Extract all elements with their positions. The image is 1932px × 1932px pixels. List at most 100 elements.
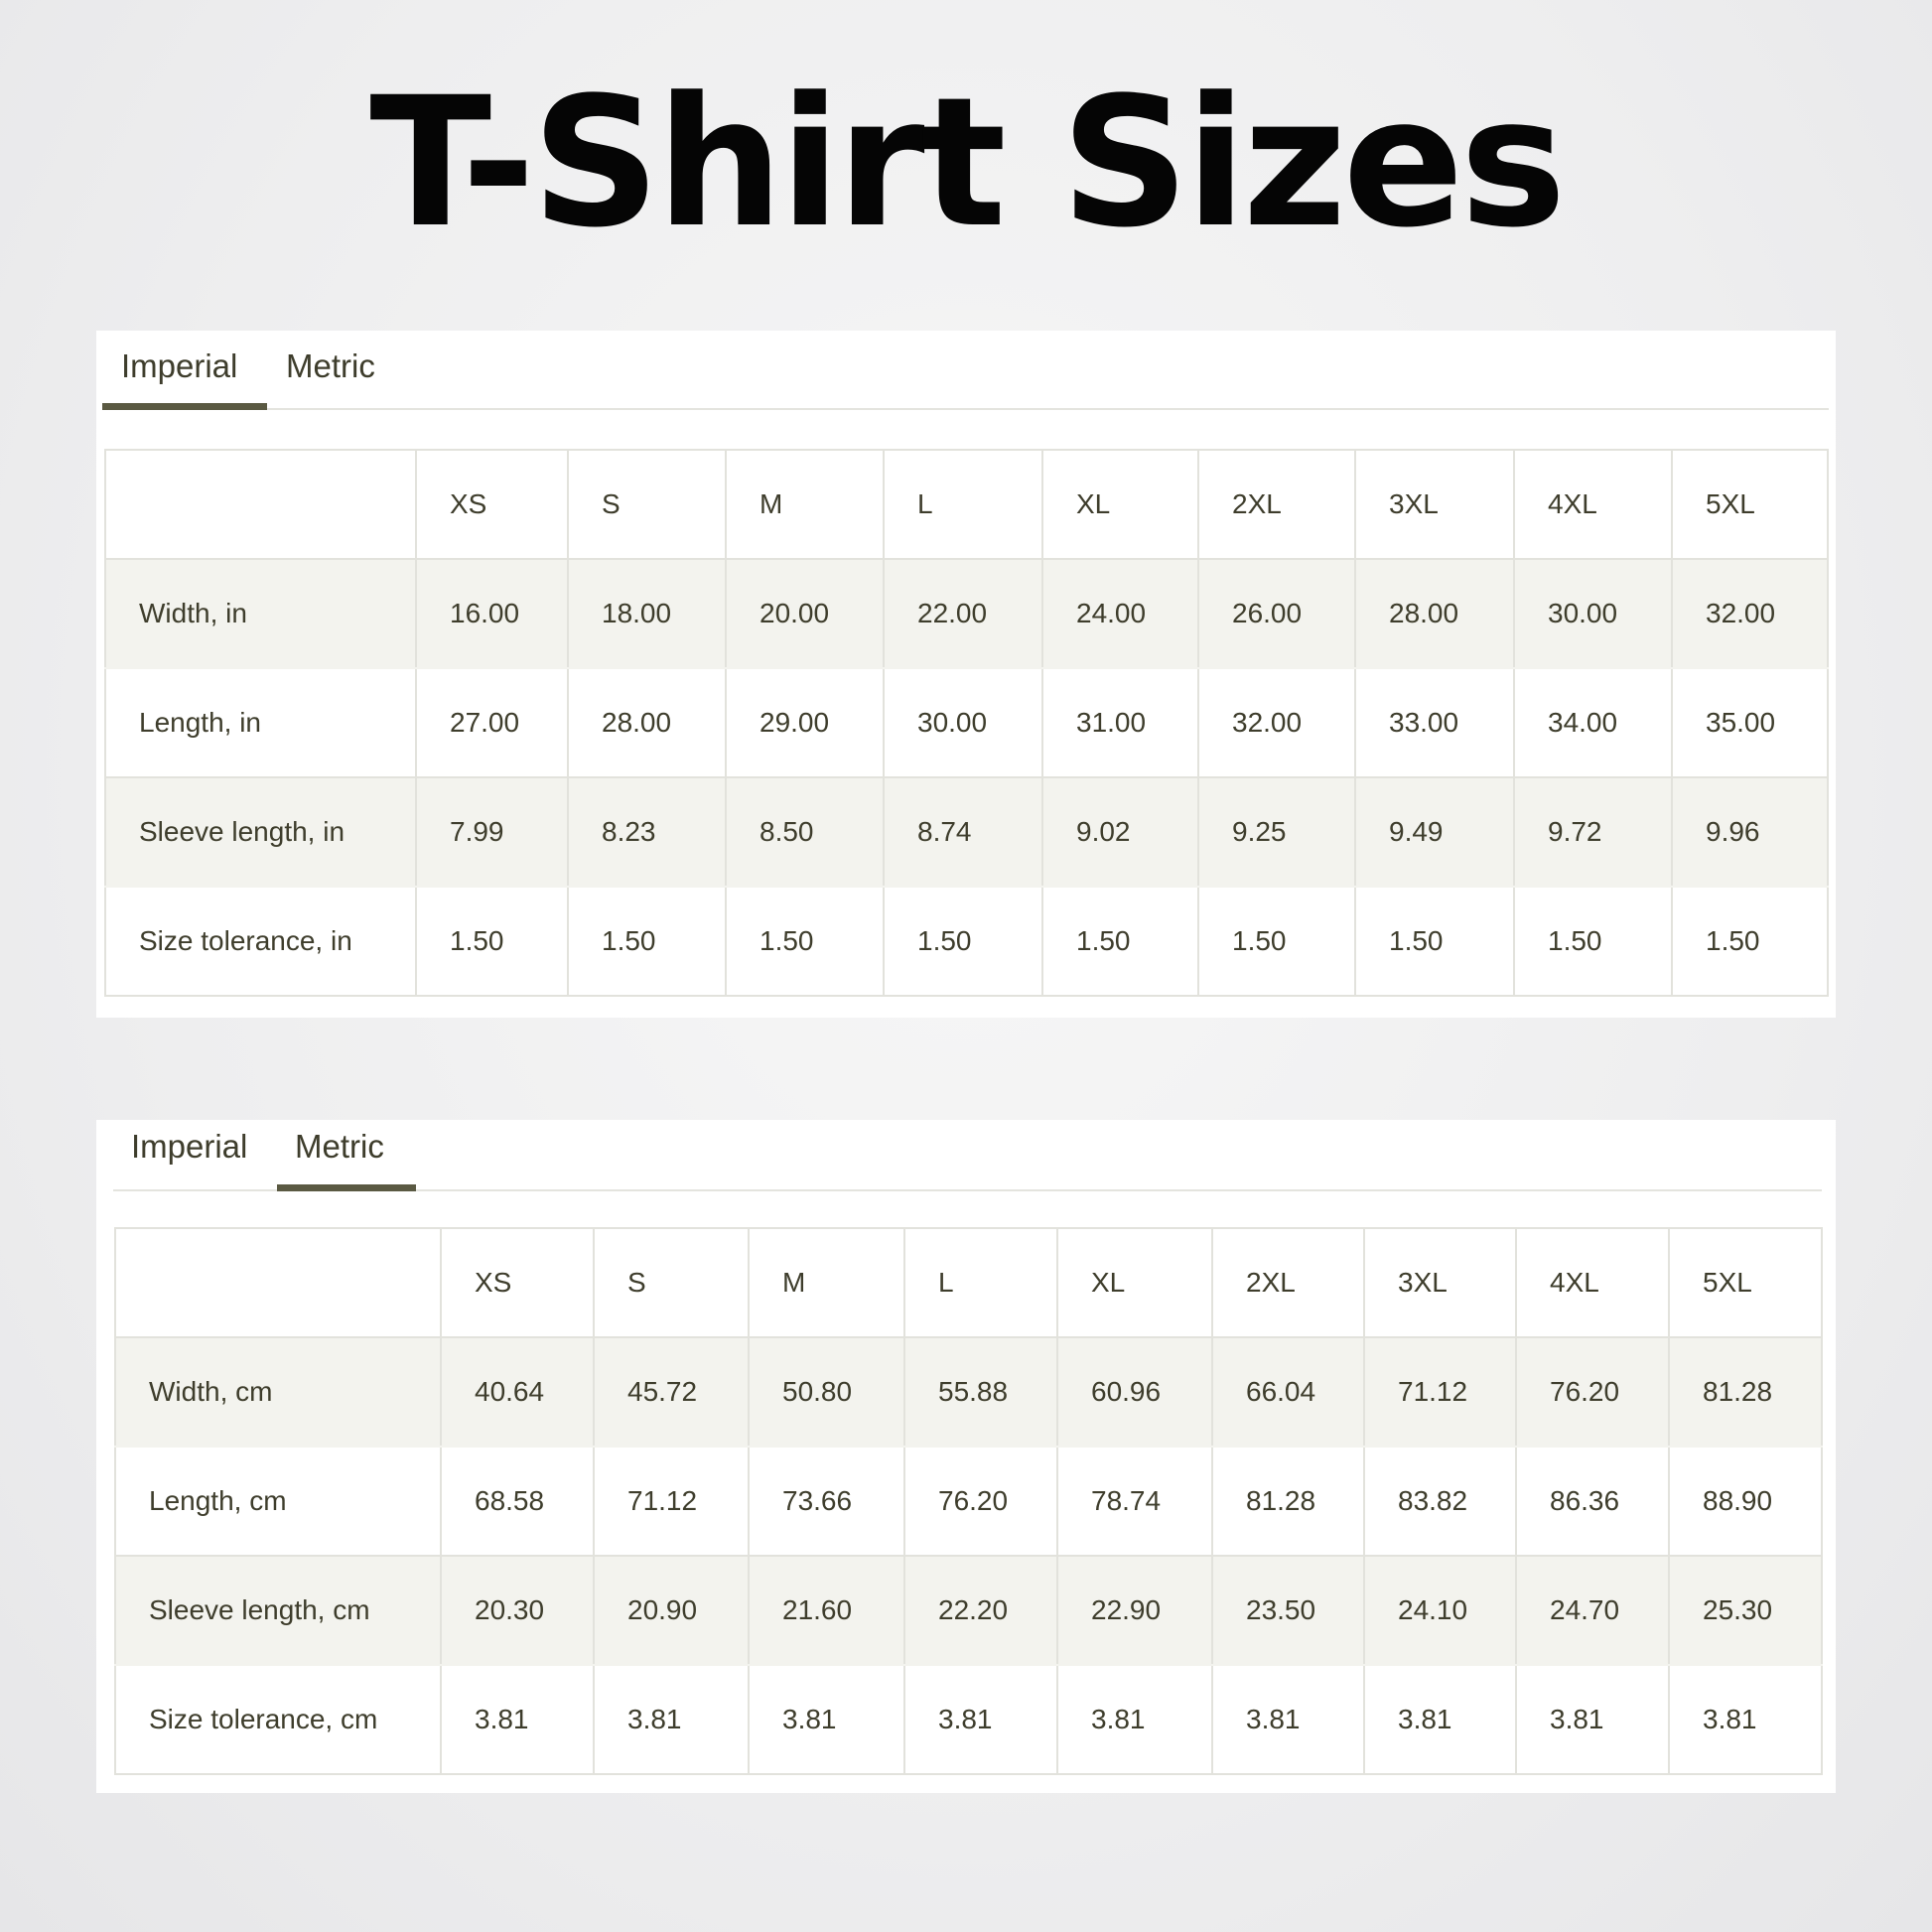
measurement-cell: 71.12 [1363,1336,1517,1448]
measurement-cell: 1.50 [1197,886,1356,997]
measurement-cell: 16.00 [415,558,569,669]
measurement-cell: 29.00 [725,667,885,778]
size-header: XS [415,449,569,560]
measurement-cell: 1.50 [1513,886,1673,997]
measurement-cell: 86.36 [1515,1446,1670,1557]
measurement-cell: 32.00 [1197,667,1356,778]
measurement-cell: 76.20 [903,1446,1058,1557]
measurement-cell: 9.02 [1041,776,1199,888]
measurement-cell: 9.49 [1354,776,1515,888]
row-label: Length, in [104,667,417,778]
row-label: Size tolerance, in [104,886,417,997]
size-header: XS [440,1227,595,1338]
measurement-cell: 24.10 [1363,1555,1517,1666]
measurement-cell: 9.72 [1513,776,1673,888]
size-header: 2XL [1211,1227,1365,1338]
size-header: 2XL [1197,449,1356,560]
tab-divider [102,408,1829,410]
size-header: 4XL [1515,1227,1670,1338]
measurement-cell: 33.00 [1354,667,1515,778]
measurement-cell: 23.50 [1211,1555,1365,1666]
size-header: M [748,1227,905,1338]
measurement-cell: 25.30 [1668,1555,1823,1666]
header-row: XS S M L XL 2XL 3XL 4XL 5XL [114,1227,1823,1338]
measurement-cell: 8.74 [883,776,1043,888]
measurement-cell: 9.96 [1671,776,1829,888]
measurement-cell: 24.00 [1041,558,1199,669]
tab-metric[interactable]: Metric [286,347,375,384]
measurement-cell: 1.50 [1671,886,1829,997]
measurement-cell: 88.90 [1668,1446,1823,1557]
measurement-cell: 8.50 [725,776,885,888]
measurement-cell: 8.23 [567,776,727,888]
measurement-cell: 68.58 [440,1446,595,1557]
measurement-cell: 1.50 [415,886,569,997]
corner-cell [114,1227,442,1338]
measurement-cell: 32.00 [1671,558,1829,669]
row-label: Length, cm [114,1446,442,1557]
measurement-cell: 1.50 [567,886,727,997]
measurement-cell: 24.70 [1515,1555,1670,1666]
measurement-cell: 81.28 [1211,1446,1365,1557]
tab-metric[interactable]: Metric [295,1128,384,1165]
measurement-cell: 34.00 [1513,667,1673,778]
measurement-cell: 35.00 [1671,667,1829,778]
size-header: 3XL [1354,449,1515,560]
row-label: Sleeve length, cm [114,1555,442,1666]
tab-imperial[interactable]: Imperial [121,347,238,384]
row-label: Sleeve length, in [104,776,417,888]
size-header: L [903,1227,1058,1338]
table-row: Size tolerance, cm 3.81 3.81 3.81 3.81 3.81 3.… [114,1664,1823,1775]
table-row: Width, in 16.00 18.00 20.00 22.00 24.00 26.00 2… [104,558,1829,669]
table-row: Width, cm 40.64 45.72 50.80 55.88 60.96 66.04 7… [114,1336,1823,1448]
size-header: 5XL [1668,1227,1823,1338]
measurement-cell: 28.00 [567,667,727,778]
measurement-cell: 1.50 [1041,886,1199,997]
measurement-cell: 76.20 [1515,1336,1670,1448]
measurement-cell: 60.96 [1056,1336,1213,1448]
measurement-cell: 71.12 [593,1446,750,1557]
measurement-cell: 3.81 [440,1664,595,1775]
size-header: XL [1041,449,1199,560]
size-header: XL [1056,1227,1213,1338]
measurement-cell: 1.50 [1354,886,1515,997]
tab-divider [113,1189,1822,1191]
measurement-cell: 30.00 [883,667,1043,778]
measurement-cell: 21.60 [748,1555,905,1666]
header-row: XS S M L XL 2XL 3XL 4XL 5XL [104,449,1829,560]
measurement-cell: 3.81 [1363,1664,1517,1775]
imperial-size-table: XS S M L XL 2XL 3XL 4XL 5XL Width, in 16.00 18.00 20… [104,449,1829,997]
size-header: M [725,449,885,560]
measurement-cell: 30.00 [1513,558,1673,669]
measurement-cell: 20.00 [725,558,885,669]
row-label: Size tolerance, cm [114,1664,442,1775]
size-header: 5XL [1671,449,1829,560]
measurement-cell: 3.81 [1056,1664,1213,1775]
measurement-cell: 31.00 [1041,667,1199,778]
measurement-cell: 26.00 [1197,558,1356,669]
active-tab-underline [102,403,267,410]
metric-size-table: XS S M L XL 2XL 3XL 4XL 5XL Width, cm 40.64 45.72 50… [114,1227,1823,1775]
measurement-cell: 20.90 [593,1555,750,1666]
size-header: S [593,1227,750,1338]
measurement-cell: 73.66 [748,1446,905,1557]
measurement-cell: 3.81 [748,1664,905,1775]
measurement-cell: 50.80 [748,1336,905,1448]
measurement-cell: 20.30 [440,1555,595,1666]
table-row: Sleeve length, cm 20.30 20.90 21.60 22.20 22.… [114,1555,1823,1666]
table-row: Size tolerance, in 1.50 1.50 1.50 1.50 1.50 1.… [104,886,1829,997]
measurement-cell: 3.81 [1515,1664,1670,1775]
size-header: L [883,449,1043,560]
corner-cell [104,449,417,560]
measurement-cell: 83.82 [1363,1446,1517,1557]
measurement-cell: 22.00 [883,558,1043,669]
measurement-cell: 22.90 [1056,1555,1213,1666]
measurement-cell: 7.99 [415,776,569,888]
tab-imperial[interactable]: Imperial [131,1128,248,1165]
size-header: 3XL [1363,1227,1517,1338]
measurement-cell: 78.74 [1056,1446,1213,1557]
measurement-cell: 81.28 [1668,1336,1823,1448]
measurement-cell: 27.00 [415,667,569,778]
row-label: Width, in [104,558,417,669]
active-tab-underline [277,1184,416,1191]
